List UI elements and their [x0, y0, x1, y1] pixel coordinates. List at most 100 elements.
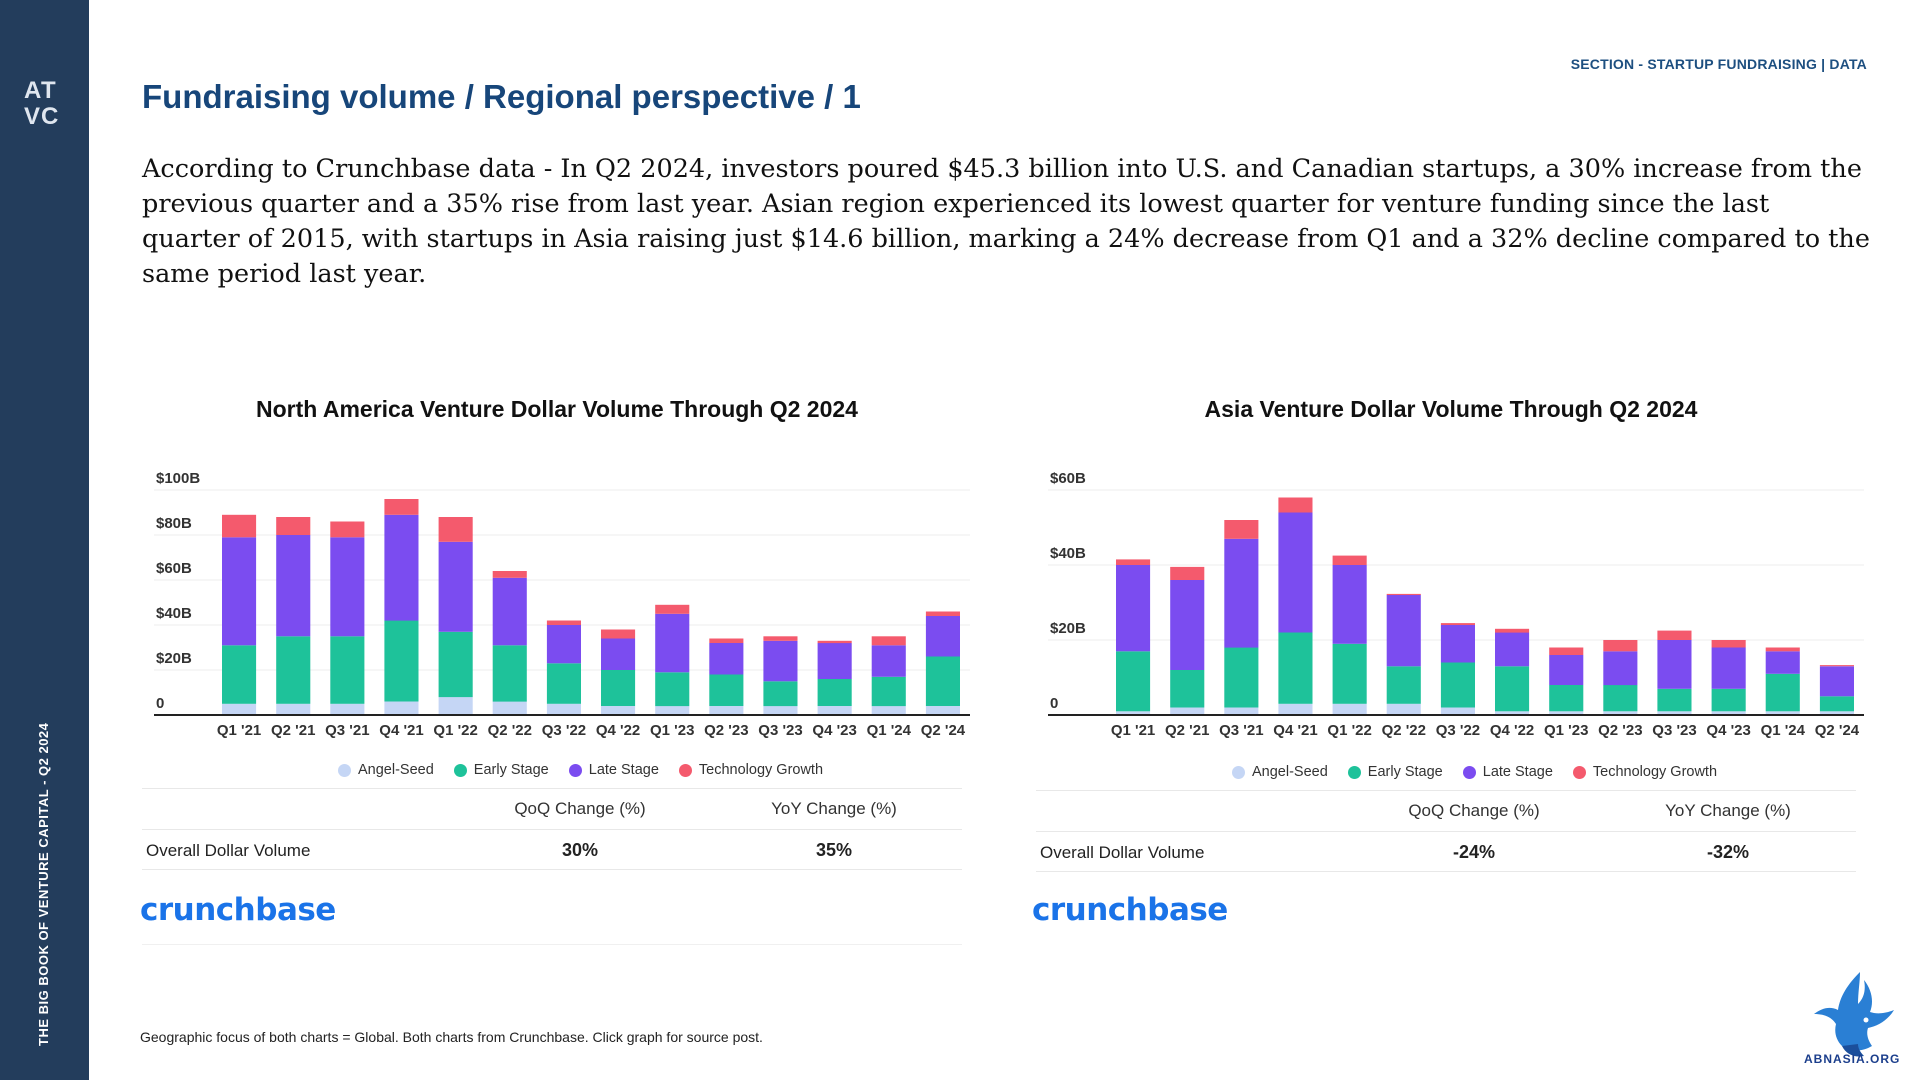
corner-logo-text: ABNASIA.ORG	[1804, 1052, 1901, 1066]
legend-label: Technology Growth	[1592, 764, 1718, 780]
row-label: Overall Dollar Volume	[1040, 843, 1205, 862]
bar-technology-growth	[1332, 555, 1367, 565]
asia-change-table: QoQ Change (%) YoY Change (%) Overall Do…	[1036, 790, 1856, 872]
bar-late-stage	[1224, 538, 1259, 648]
x-tick-label: Q1 '24	[1761, 722, 1806, 739]
bar-technology-growth	[1224, 520, 1259, 539]
bar-technology-growth	[1440, 623, 1475, 625]
bar-technology-growth	[222, 514, 257, 538]
x-tick-label: Q4 '21	[379, 722, 423, 739]
qoq-header: QoQ Change (%)	[514, 799, 646, 818]
bar-technology-growth	[1116, 559, 1151, 565]
x-tick-label: Q3 '21	[1219, 722, 1263, 739]
x-tick-label: Q1 '24	[867, 722, 912, 739]
bar-technology-growth	[492, 571, 527, 578]
legend-item-angel-seed: Angel-Seed	[338, 762, 434, 778]
bar-late-stage	[438, 541, 473, 632]
legend-item-late-stage: Late Stage	[568, 762, 659, 778]
na-bar-chart[interactable]: 0 $20B $40B $60B $80B $100B Q1 '21 Q2 '21 Q3 '21…	[142, 465, 972, 770]
x-tick-label: Q2 '23	[1598, 722, 1642, 739]
eagle-logo-icon	[1814, 972, 1894, 1057]
legend-label: Early Stage	[1367, 764, 1443, 780]
bar-angel-seed	[1765, 711, 1800, 716]
bar-early-stage	[438, 631, 473, 698]
bar-angel-seed	[1170, 707, 1205, 715]
x-tick-label: Q1 '23	[650, 722, 694, 739]
bar-angel-seed	[1549, 711, 1584, 716]
bar-late-stage	[763, 640, 798, 682]
bar-early-stage	[1332, 643, 1367, 704]
change-table-header-row: QoQ Change (%) YoY Change (%)	[1036, 791, 1856, 831]
bar-late-stage	[817, 643, 852, 679]
x-tick-label: Q4 '22	[1490, 722, 1534, 739]
legend-label: Late Stage	[588, 762, 659, 778]
x-tick-label: Q3 '23	[1652, 722, 1696, 739]
bar-angel-seed	[1116, 711, 1151, 716]
bar-early-stage	[222, 645, 257, 704]
bar-technology-growth	[1603, 640, 1638, 652]
legend-dot-early-stage	[453, 763, 467, 777]
bar-technology-growth	[763, 636, 798, 641]
bar-angel-seed	[1278, 703, 1313, 716]
x-tick-label: Q3 '22	[1436, 722, 1480, 739]
divider	[142, 944, 962, 945]
bar-late-stage	[1278, 512, 1313, 633]
legend-dot-early-stage	[1347, 765, 1361, 779]
bar-technology-growth	[546, 620, 581, 625]
bar-early-stage	[492, 645, 527, 702]
bar-late-stage	[1549, 655, 1584, 685]
crunchbase-logo[interactable]: crunchbase	[1032, 892, 1228, 928]
x-tick-label: Q4 '21	[1273, 722, 1317, 739]
bar-technology-growth	[276, 517, 311, 535]
x-tick-label: Q3 '23	[758, 722, 802, 739]
svg-text:V: V	[24, 103, 40, 128]
legend-dot-technology-growth	[1572, 765, 1586, 779]
bar-angel-seed	[438, 697, 473, 715]
asia-chart-title: Asia Venture Dollar Volume Through Q2 20…	[1204, 396, 1698, 422]
x-tick-label: Q4 '23	[812, 722, 856, 739]
legend-item-angel-seed: Angel-Seed	[1232, 764, 1328, 780]
row-label: Overall Dollar Volume	[146, 841, 311, 860]
x-tick-label: Q3 '22	[542, 722, 586, 739]
bar-late-stage	[1765, 651, 1800, 674]
crunchbase-logo[interactable]: crunchbase	[140, 892, 336, 928]
yoy-value: 35%	[815, 840, 853, 860]
x-tick-label: Q2 '24	[921, 722, 966, 739]
bar-late-stage	[222, 537, 257, 646]
bar-late-stage	[871, 645, 906, 677]
bar-technology-growth	[871, 636, 906, 646]
bar-angel-seed	[655, 706, 690, 715]
footnote: Geographic focus of both charts = Global…	[140, 1029, 763, 1045]
bar-late-stage	[1116, 565, 1151, 652]
bar-early-stage	[1278, 632, 1313, 704]
bar-early-stage	[1603, 685, 1638, 712]
bar-technology-growth	[709, 638, 744, 643]
bar-late-stage	[925, 616, 960, 657]
bar-technology-growth	[384, 499, 419, 515]
bar-angel-seed	[925, 706, 960, 715]
bar-technology-growth	[1170, 566, 1205, 580]
qoq-header: QoQ Change (%)	[1408, 801, 1540, 820]
bar-early-stage	[1440, 662, 1475, 708]
yoy-header: YoY Change (%)	[1665, 801, 1791, 820]
legend-label: Technology Growth	[698, 762, 824, 778]
bar-early-stage	[817, 679, 852, 706]
svg-text:T: T	[41, 77, 56, 104]
y-tick-label: 0	[1050, 695, 1058, 712]
legend-label: Early Stage	[473, 762, 549, 778]
bar-technology-growth	[1657, 630, 1692, 640]
atvc-logo: A T V C	[24, 77, 58, 128]
sidebar-vertical-text: THE BIG BOOK OF VENTURE CAPITAL - Q2 202…	[36, 722, 51, 1046]
x-tick-label: Q2 '21	[271, 722, 315, 739]
yoy-value: -32%	[1706, 842, 1750, 862]
legend-dot-technology-growth	[678, 763, 692, 777]
bar-late-stage	[1711, 647, 1746, 689]
bar-technology-growth	[330, 521, 365, 538]
legend-dot-late-stage	[568, 763, 582, 777]
legend-dot-angel-seed	[338, 763, 351, 777]
change-table-header-row: QoQ Change (%) YoY Change (%)	[142, 789, 962, 829]
bar-early-stage	[1224, 647, 1259, 708]
y-tick-label: $80B	[156, 515, 192, 532]
asia-bar-chart[interactable]: 0 $20B $40B $60B Q1 '21 Q2 '21 Q3 '21 Q4 '21 Q1 …	[1036, 465, 1866, 770]
y-tick-label: 0	[156, 695, 164, 712]
